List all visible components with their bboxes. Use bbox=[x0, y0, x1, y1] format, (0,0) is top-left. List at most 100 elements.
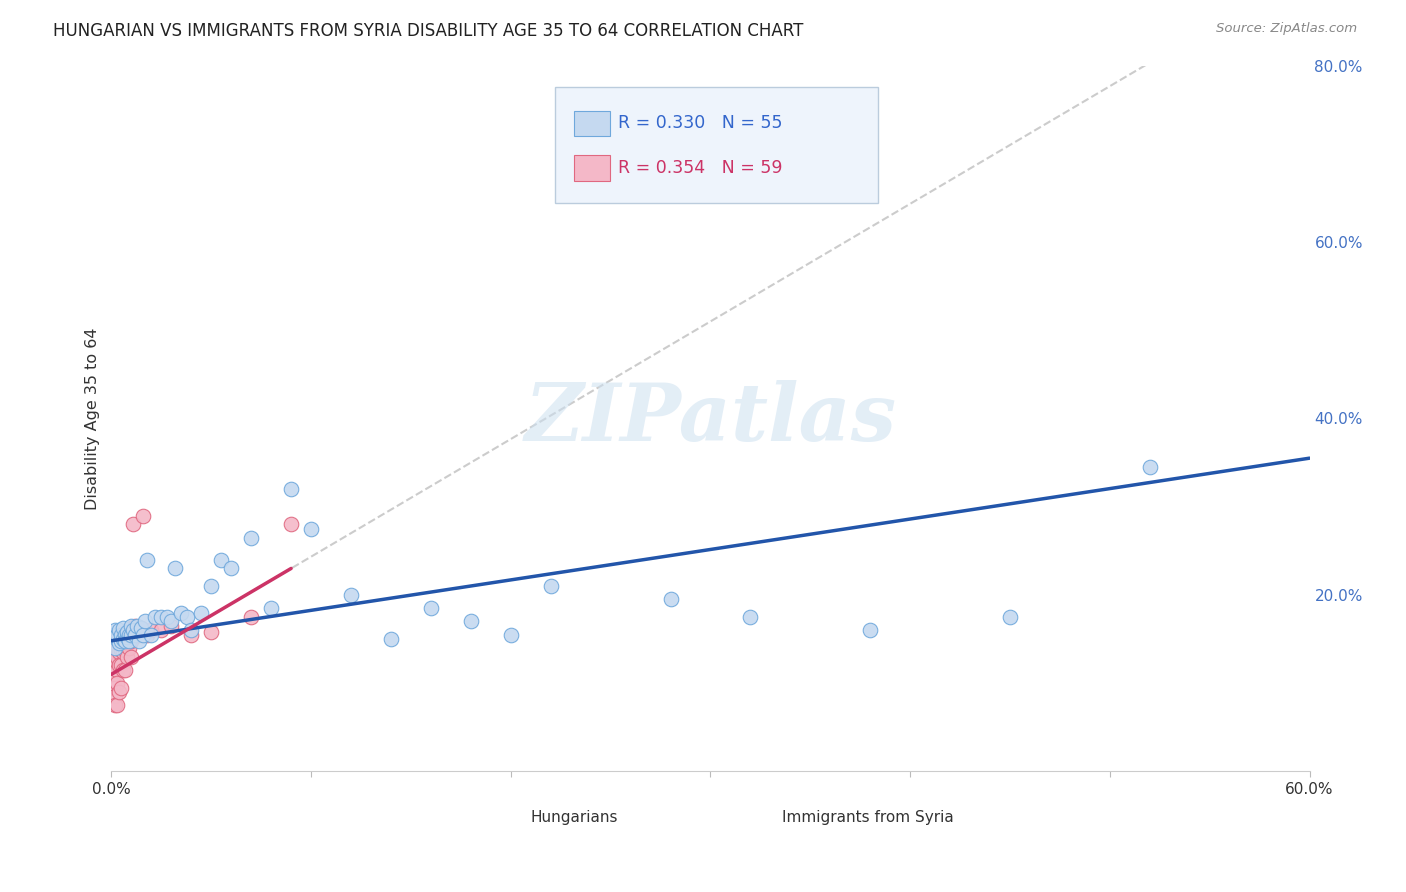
Point bbox=[117, 623, 139, 637]
Point bbox=[104, 640, 127, 655]
Point bbox=[460, 615, 482, 629]
Point bbox=[104, 632, 127, 646]
Point bbox=[134, 615, 156, 629]
Point bbox=[1139, 460, 1161, 475]
Point bbox=[170, 606, 193, 620]
Point bbox=[103, 627, 125, 641]
Point bbox=[112, 645, 135, 659]
Point bbox=[108, 658, 131, 673]
Point bbox=[143, 610, 166, 624]
Point bbox=[998, 610, 1021, 624]
Point bbox=[150, 623, 173, 637]
Point bbox=[156, 610, 179, 624]
Point bbox=[280, 517, 302, 532]
Point bbox=[110, 681, 132, 695]
Point bbox=[104, 640, 127, 655]
Point bbox=[107, 633, 129, 648]
Point bbox=[103, 658, 125, 673]
Point bbox=[160, 615, 183, 629]
Point bbox=[120, 627, 142, 641]
Point bbox=[118, 640, 141, 655]
Point bbox=[110, 627, 132, 641]
Point bbox=[127, 627, 149, 641]
Point bbox=[740, 610, 762, 624]
Text: ZIPatlas: ZIPatlas bbox=[524, 380, 897, 458]
Point bbox=[108, 645, 131, 659]
Text: Hungarians: Hungarians bbox=[530, 810, 619, 825]
Point bbox=[114, 624, 136, 639]
Point bbox=[108, 633, 131, 648]
Point bbox=[160, 619, 183, 633]
Point bbox=[180, 623, 202, 637]
Point bbox=[136, 627, 159, 641]
Point bbox=[108, 685, 131, 699]
Point bbox=[120, 633, 142, 648]
Point bbox=[380, 632, 402, 646]
Point bbox=[260, 601, 283, 615]
Text: Immigrants from Syria: Immigrants from Syria bbox=[782, 810, 955, 825]
Bar bbox=[574, 111, 610, 136]
Point bbox=[108, 623, 131, 637]
Text: HUNGARIAN VS IMMIGRANTS FROM SYRIA DISABILITY AGE 35 TO 64 CORRELATION CHART: HUNGARIAN VS IMMIGRANTS FROM SYRIA DISAB… bbox=[53, 22, 804, 40]
Point bbox=[118, 627, 141, 641]
Point bbox=[107, 627, 129, 641]
Point bbox=[209, 552, 232, 566]
Point bbox=[141, 627, 163, 641]
Point bbox=[107, 627, 129, 641]
Point bbox=[104, 681, 127, 695]
Point bbox=[122, 623, 145, 637]
Point bbox=[112, 627, 135, 641]
Point bbox=[131, 622, 153, 636]
Point bbox=[136, 552, 159, 566]
Point bbox=[103, 636, 125, 650]
Point bbox=[117, 649, 139, 664]
Bar bbox=[574, 155, 610, 181]
Point bbox=[132, 627, 155, 641]
FancyBboxPatch shape bbox=[555, 87, 879, 203]
Point bbox=[120, 619, 142, 633]
Point bbox=[114, 633, 136, 648]
Point bbox=[141, 623, 163, 637]
Point bbox=[112, 622, 135, 636]
Point bbox=[104, 698, 127, 713]
Point bbox=[340, 588, 363, 602]
Point bbox=[114, 663, 136, 677]
Point bbox=[107, 676, 129, 690]
Point bbox=[419, 601, 441, 615]
Point bbox=[104, 690, 127, 704]
Point bbox=[240, 531, 263, 545]
Point bbox=[120, 622, 142, 636]
Point bbox=[280, 482, 302, 496]
Point bbox=[120, 649, 142, 664]
Point bbox=[117, 630, 139, 644]
Point bbox=[110, 633, 132, 648]
Point bbox=[112, 632, 135, 646]
Point bbox=[659, 592, 682, 607]
Point bbox=[200, 579, 222, 593]
Point bbox=[112, 633, 135, 648]
Point bbox=[132, 508, 155, 523]
Point bbox=[176, 610, 198, 624]
Point bbox=[110, 658, 132, 673]
Point bbox=[110, 633, 132, 648]
Point bbox=[131, 622, 153, 636]
Point bbox=[150, 610, 173, 624]
Point bbox=[219, 561, 242, 575]
Y-axis label: Disability Age 35 to 64: Disability Age 35 to 64 bbox=[86, 327, 100, 509]
Point bbox=[124, 619, 146, 633]
Point bbox=[118, 623, 141, 637]
Point bbox=[108, 627, 131, 641]
Point bbox=[110, 627, 132, 641]
Point bbox=[104, 667, 127, 681]
Point bbox=[112, 663, 135, 677]
Text: R = 0.354   N = 59: R = 0.354 N = 59 bbox=[619, 159, 783, 177]
Point bbox=[103, 681, 125, 695]
Point bbox=[114, 642, 136, 657]
Bar bbox=[738, 805, 773, 830]
Point bbox=[117, 624, 139, 639]
Point bbox=[240, 610, 263, 624]
Point bbox=[128, 627, 150, 641]
Point bbox=[107, 632, 129, 646]
Text: R = 0.330   N = 55: R = 0.330 N = 55 bbox=[619, 114, 783, 133]
Point bbox=[104, 658, 127, 673]
